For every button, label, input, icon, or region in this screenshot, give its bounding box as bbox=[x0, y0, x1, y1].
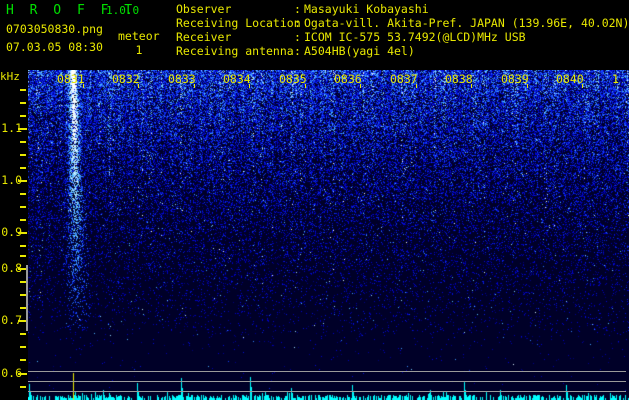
metadata-colon: : bbox=[294, 2, 301, 16]
y-axis-minor-tick bbox=[20, 167, 26, 169]
x-axis-tick-label: 0839 bbox=[501, 72, 529, 86]
baseline-separator-line bbox=[28, 391, 626, 392]
metadata-value: A504HB(yagi 4el) bbox=[304, 44, 415, 58]
x-axis-tick-mark bbox=[582, 84, 583, 88]
y-axis-tick-label: 1.0 bbox=[1, 173, 22, 187]
metadata-key: Receiving Location bbox=[176, 16, 301, 30]
y-axis-unit-label: kHz bbox=[0, 70, 20, 83]
metadata-colon: : bbox=[294, 16, 301, 30]
y-axis-tick-mark bbox=[18, 373, 27, 375]
x-axis-tick-label: 0831 bbox=[57, 72, 85, 86]
y-axis-tick-mark bbox=[18, 268, 27, 270]
y-axis-minor-tick bbox=[20, 89, 26, 91]
metadata-colon: : bbox=[294, 30, 301, 44]
metadata-block: Observer : Masayuki Kobayashi Receiving … bbox=[176, 2, 629, 60]
y-axis-tick-mark bbox=[18, 232, 27, 234]
meteor-label: meteor bbox=[118, 29, 160, 43]
x-axis-tick-label: 0835 bbox=[279, 72, 307, 86]
filename-label: 0703050830.png bbox=[6, 22, 103, 36]
x-axis-tick-mark bbox=[249, 84, 250, 88]
baseline-separator-line bbox=[28, 381, 626, 382]
x-axis-tick-mark bbox=[138, 84, 139, 88]
y-axis-minor-tick bbox=[20, 359, 26, 361]
y-axis-minor-tick bbox=[20, 255, 26, 257]
spectrogram-canvas bbox=[28, 70, 629, 400]
datetime-label: 07.03.05 08:30 bbox=[6, 40, 103, 54]
y-axis-minor-tick bbox=[20, 281, 26, 283]
y-axis-tick-mark bbox=[18, 320, 27, 322]
x-axis-tick-label: 0833 bbox=[168, 72, 196, 86]
y-axis-minor-tick bbox=[20, 219, 26, 221]
y-axis-minor-tick bbox=[20, 346, 26, 348]
metadata-row-receiving-location: Receiving Location : Ogata-vill. Akita-P… bbox=[176, 17, 629, 30]
x-axis-tick-label: 0836 bbox=[334, 72, 362, 86]
y-axis-tick-label: 0.9 bbox=[1, 225, 22, 239]
app-title: H R O F F T bbox=[6, 3, 137, 18]
metadata-row-observer: Observer : Masayuki Kobayashi bbox=[176, 2, 429, 16]
x-axis-tick-label: 0834 bbox=[223, 72, 251, 86]
x-axis-tick-label: 0838 bbox=[445, 72, 473, 86]
baseline-separator-line bbox=[28, 371, 626, 372]
x-axis-tick-mark bbox=[471, 84, 472, 88]
metadata-row-receiver: Receiver : ICOM IC-575 53.7492(@LCD)MHz … bbox=[176, 30, 526, 44]
y-axis-tick-mark bbox=[18, 180, 27, 182]
y-axis-minor-tick bbox=[20, 386, 26, 388]
y-axis-minor-tick bbox=[20, 206, 26, 208]
metadata-value: Masayuki Kobayashi bbox=[304, 2, 429, 16]
y-axis-tick-label: 0.6 bbox=[1, 366, 22, 380]
x-axis-tick-label: 0832 bbox=[112, 72, 140, 86]
metadata-key: Receiver bbox=[176, 30, 232, 44]
app-version: 1.0.0 bbox=[106, 4, 140, 17]
y-axis-spine bbox=[26, 265, 28, 331]
x-axis-tick-mark bbox=[527, 84, 528, 88]
x-axis-tick-mark bbox=[83, 84, 84, 88]
y-axis-minor-tick bbox=[20, 333, 26, 335]
y-axis-minor-tick bbox=[20, 245, 26, 247]
x-axis-tick-mark bbox=[194, 84, 195, 88]
y-axis-minor-tick bbox=[20, 154, 26, 156]
metadata-value: ICOM IC-575 53.7492(@LCD)MHz USB bbox=[304, 30, 526, 44]
x-axis-tick-mark bbox=[416, 84, 417, 88]
y-axis-minor-tick bbox=[20, 193, 26, 195]
metadata-colon: : bbox=[294, 44, 301, 58]
metadata-key: Observer bbox=[176, 2, 232, 16]
x-axis-tick-mark bbox=[360, 84, 361, 88]
y-axis-tick-label: 0.8 bbox=[1, 261, 22, 275]
x-axis-tick-mark bbox=[305, 84, 306, 88]
x-axis-tick-label: 0837 bbox=[390, 72, 418, 86]
meteor-count: 1 bbox=[135, 43, 143, 57]
x-axis-tick-label: 0840 bbox=[556, 72, 584, 86]
x-axis-tick-label: 1 bbox=[612, 72, 619, 86]
y-axis-tick-label: 0.7 bbox=[1, 313, 22, 327]
metadata-row-receiving-antenna: Receiving antenna : A504HB(yagi 4el) bbox=[176, 45, 415, 58]
y-axis-minor-tick bbox=[20, 115, 26, 117]
metadata-value: Ogata-vill. Akita-Pref. JAPAN (139.96E, … bbox=[304, 16, 629, 30]
y-axis-minor-tick bbox=[20, 102, 26, 104]
y-axis-minor-tick bbox=[20, 307, 26, 309]
metadata-key: Receiving antenna bbox=[176, 44, 294, 58]
header-bar: H R O F F T 1.0.0 0703050830.png 07.03.0… bbox=[0, 0, 629, 60]
y-axis-minor-tick bbox=[20, 294, 26, 296]
y-axis-minor-tick bbox=[20, 141, 26, 143]
y-axis-tick-label: 1.1 bbox=[1, 121, 22, 135]
y-axis-tick-mark bbox=[18, 128, 27, 130]
